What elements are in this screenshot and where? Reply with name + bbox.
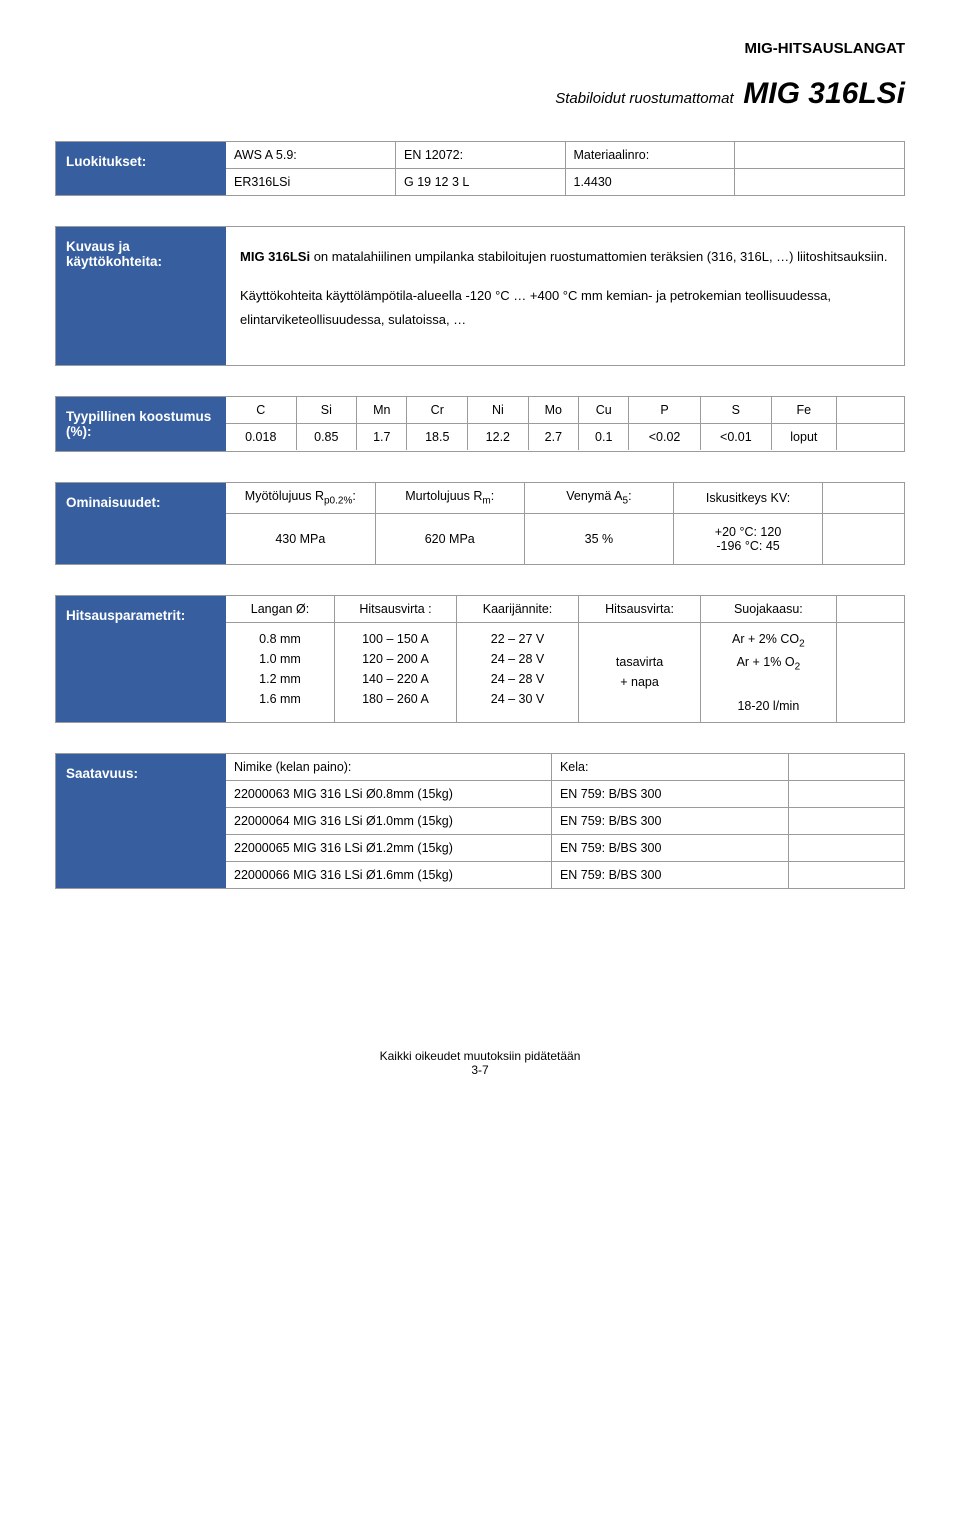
col-header: Langan Ø:	[226, 596, 334, 623]
col-header: Si	[296, 397, 357, 424]
cell: 620 MPa	[375, 513, 524, 564]
description-p1-rest: on matalahiilinen umpilanka stabiloituje…	[310, 249, 887, 264]
cell: 22000064 MIG 316 LSi Ø1.0mm (15kg)	[226, 807, 551, 834]
col-header: EN 12072:	[396, 142, 566, 169]
col-header: Fe	[771, 397, 836, 424]
cell: 22000063 MIG 316 LSi Ø0.8mm (15kg)	[226, 780, 551, 807]
welding-label: Hitsausparametrit:	[56, 596, 226, 722]
properties-box: Ominaisuudet: Myötölujuus Rp0.2%: Murtol…	[55, 482, 905, 565]
availability-table: Nimike (kelan paino): Kela: 22000063 MIG…	[226, 754, 904, 888]
col-header: Murtolujuus Rm:	[375, 483, 524, 513]
classifications-box: Luokitukset: AWS A 5.9: EN 12072: Materi…	[55, 141, 905, 196]
cell-voltages: 22 – 27 V 24 – 28 V 24 – 28 V 24 – 30 V	[457, 622, 579, 722]
subheading: Stabiloidut ruostumattomat	[555, 90, 733, 107]
cell: ER316LSi	[226, 169, 396, 196]
cell: <0.02	[629, 424, 700, 451]
description-label: Kuvaus ja käyttökohteita:	[56, 227, 226, 365]
cell: 430 MPa	[226, 513, 375, 564]
page-footer: Kaikki oikeudet muutoksiin pidätetään 3-…	[55, 1049, 905, 1077]
composition-label: Tyypillinen koostumus (%):	[56, 397, 226, 451]
cell: 22000065 MIG 316 LSi Ø1.2mm (15kg)	[226, 834, 551, 861]
col-header: Cr	[407, 397, 468, 424]
col-empty	[823, 483, 904, 513]
properties-label: Ominaisuudet:	[56, 483, 226, 564]
footer-rights: Kaikki oikeudet muutoksiin pidätetään	[55, 1049, 905, 1063]
col-header: Ni	[468, 397, 529, 424]
cell-mode: tasavirta + napa	[579, 622, 701, 722]
col-header: Hitsausvirta :	[334, 596, 456, 623]
cell-empty	[836, 424, 904, 451]
cell-empty	[789, 807, 904, 834]
classifications-label: Luokitukset:	[56, 142, 226, 195]
col-header: Venymä A5:	[524, 483, 673, 513]
cell: EN 759: B/BS 300	[551, 834, 788, 861]
cell: 1.4430	[565, 169, 735, 196]
description-p1: MIG 316LSi on matalahiilinen umpilanka s…	[240, 245, 890, 270]
product-title: MIG 316LSi	[743, 77, 905, 110]
cell: 0.85	[296, 424, 357, 451]
cell: 22000066 MIG 316 LSi Ø1.6mm (15kg)	[226, 861, 551, 888]
col-empty	[836, 397, 904, 424]
footer-page-number: 3-7	[55, 1063, 905, 1077]
cell: 0.1	[579, 424, 629, 451]
cell-gas: Ar + 2% CO2 Ar + 1% O2 18-20 l/min	[701, 622, 837, 722]
composition-table: C Si Mn Cr Ni Mo Cu P S Fe 0.018 0.85 1.…	[226, 397, 904, 450]
cell-empty	[789, 780, 904, 807]
availability-box: Saatavuus: Nimike (kelan paino): Kela: 2…	[55, 753, 905, 889]
cell: EN 759: B/BS 300	[551, 861, 788, 888]
page-header: Stabiloidut ruostumattomat MIG 316LSi	[55, 77, 905, 111]
cell: 18.5	[407, 424, 468, 451]
col-empty	[735, 142, 905, 169]
col-header: S	[700, 397, 771, 424]
cell: <0.01	[700, 424, 771, 451]
col-header: C	[226, 397, 296, 424]
cell-empty	[823, 513, 904, 564]
welding-table: Langan Ø: Hitsausvirta : Kaarijännite: H…	[226, 596, 904, 722]
description-box: Kuvaus ja käyttökohteita: MIG 316LSi on …	[55, 226, 905, 366]
description-p2: Käyttökohteita käyttölämpötila-alueella …	[240, 284, 890, 333]
cell-empty	[789, 861, 904, 888]
product-name-bold: MIG 316LSi	[240, 249, 310, 264]
cell: +20 °C: 120 -196 °C: 45	[673, 513, 822, 564]
col-header: Hitsausvirta:	[579, 596, 701, 623]
cell: 1.7	[357, 424, 407, 451]
cell-currents: 100 – 150 A 120 – 200 A 140 – 220 A 180 …	[334, 622, 456, 722]
cell: 0.018	[226, 424, 296, 451]
col-header: Materiaalinro:	[565, 142, 735, 169]
cell-empty	[836, 622, 904, 722]
cell-diameters: 0.8 mm 1.0 mm 1.2 mm 1.6 mm	[226, 622, 334, 722]
description-body: MIG 316LSi on matalahiilinen umpilanka s…	[226, 227, 904, 365]
cell: 12.2	[468, 424, 529, 451]
col-header: P	[629, 397, 700, 424]
col-header: Cu	[579, 397, 629, 424]
col-header: Mo	[528, 397, 578, 424]
cell-empty	[735, 169, 905, 196]
cell: 2.7	[528, 424, 578, 451]
col-header: Myötölujuus Rp0.2%:	[226, 483, 375, 513]
col-header: Kela:	[551, 754, 788, 781]
col-header: Nimike (kelan paino):	[226, 754, 551, 781]
col-header: Iskusitkeys KV:	[673, 483, 822, 513]
page-category: MIG-HITSAUSLANGAT	[55, 40, 905, 57]
cell: EN 759: B/BS 300	[551, 780, 788, 807]
col-header: Mn	[357, 397, 407, 424]
col-empty	[789, 754, 904, 781]
composition-box: Tyypillinen koostumus (%): C Si Mn Cr Ni…	[55, 396, 905, 452]
col-header: Suojakaasu:	[701, 596, 837, 623]
cell-empty	[789, 834, 904, 861]
cell: 35 %	[524, 513, 673, 564]
cell: G 19 12 3 L	[396, 169, 566, 196]
col-empty	[836, 596, 904, 623]
cell: EN 759: B/BS 300	[551, 807, 788, 834]
welding-box: Hitsausparametrit: Langan Ø: Hitsausvirt…	[55, 595, 905, 723]
availability-label: Saatavuus:	[56, 754, 226, 888]
col-header: Kaarijännite:	[457, 596, 579, 623]
classifications-table: AWS A 5.9: EN 12072: Materiaalinro: ER31…	[226, 142, 904, 195]
col-header: AWS A 5.9:	[226, 142, 396, 169]
cell: loput	[771, 424, 836, 451]
properties-table: Myötölujuus Rp0.2%: Murtolujuus Rm: Veny…	[226, 483, 904, 564]
